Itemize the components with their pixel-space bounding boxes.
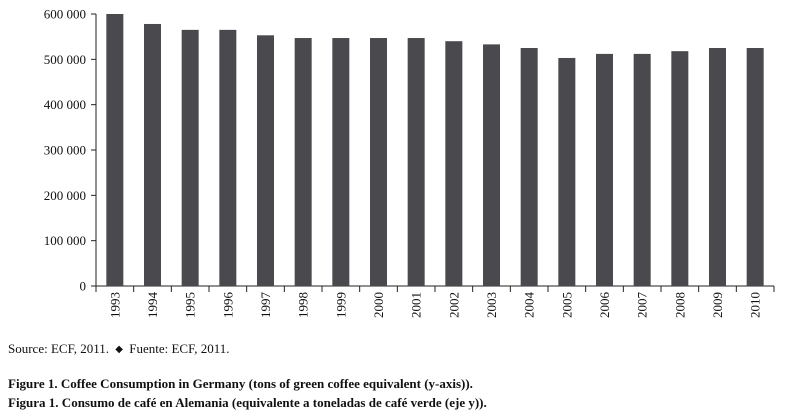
x-tick-label: 2005 — [559, 292, 574, 318]
x-tick-label: 2002 — [446, 292, 461, 318]
source-es: Fuente: ECF, 2011. — [129, 341, 230, 356]
y-tick-label: 200 000 — [44, 188, 86, 203]
x-tick-label: 2006 — [597, 292, 612, 319]
x-tick-label: 1996 — [220, 292, 235, 319]
source-note: Source: ECF, 2011. ◆ Fuente: ECF, 2011. — [8, 341, 230, 357]
bar — [633, 53, 651, 286]
x-tick-label: 2007 — [635, 292, 650, 319]
bar — [671, 51, 689, 286]
figure-caption-en: Figure 1. Coffee Consumption in Germany … — [8, 376, 473, 391]
x-tick-label: 1997 — [258, 292, 273, 319]
bar — [746, 48, 764, 286]
y-tick-label: 300 000 — [44, 143, 86, 158]
x-tick-label: 1998 — [296, 292, 311, 318]
x-tick-label: 2001 — [409, 292, 424, 318]
bar-chart: 0 100 000 200 000 300 000 400 000 500 000 600 … — [44, 7, 775, 319]
bar — [370, 38, 387, 286]
x-tick-label: 1994 — [145, 292, 160, 319]
y-tick-label: 100 000 — [44, 233, 86, 248]
figure-caption-es: Figura 1. Consumo de café en Alemania (e… — [8, 395, 487, 410]
x-tick-label: 1995 — [183, 292, 198, 318]
y-tick-label: 0 — [80, 279, 87, 294]
diamond-separator-icon: ◆ — [115, 344, 123, 355]
x-tick-label: 1999 — [333, 292, 348, 318]
x-tick-label: 2004 — [522, 292, 537, 319]
x-tick-label: 1993 — [107, 292, 122, 318]
bar — [294, 38, 312, 286]
y-tick-label: 400 000 — [44, 97, 86, 112]
x-tick-label: 2003 — [484, 292, 499, 318]
bar — [219, 29, 237, 286]
bar — [558, 57, 576, 287]
bar — [144, 23, 161, 287]
bar — [181, 29, 199, 286]
bar — [596, 53, 613, 286]
bar — [106, 14, 124, 286]
bar — [483, 44, 500, 286]
bar — [257, 35, 274, 286]
bar — [520, 48, 538, 286]
x-tick-label: 2009 — [710, 292, 725, 318]
x-tick-label: 2000 — [371, 292, 386, 318]
source-en: Source: ECF, 2011. — [8, 341, 110, 356]
x-tick-label: 2008 — [672, 292, 687, 318]
bar — [445, 41, 463, 287]
bar — [407, 38, 425, 286]
y-tick-label: 600 000 — [44, 7, 86, 22]
bar — [332, 38, 350, 286]
y-tick-label: 500 000 — [44, 52, 86, 67]
x-tick-label: 2010 — [748, 292, 763, 318]
bar — [709, 48, 726, 286]
